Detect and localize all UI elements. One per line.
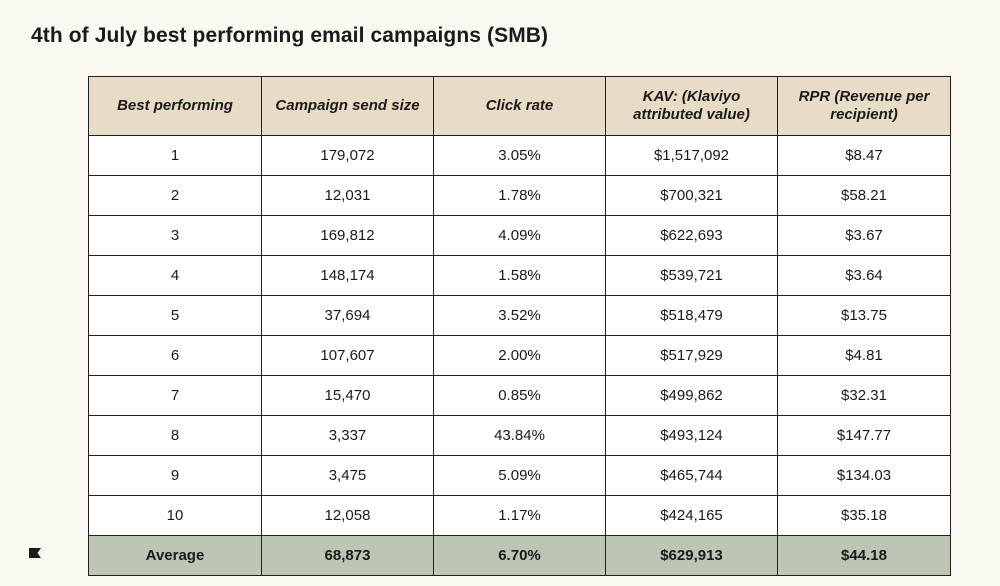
column-header-rpr: RPR (Revenue per recipient)	[777, 76, 951, 136]
cell-kav: $622,693	[605, 215, 778, 256]
cell-rank: 2	[88, 175, 262, 216]
cell-rpr: $3.67	[777, 215, 951, 256]
table-row: 1 179,072 3.05% $1,517,092 $8.47	[88, 135, 951, 176]
table-row: 4 148,174 1.58% $539,721 $3.64	[88, 255, 951, 296]
table-row: 5 37,694 3.52% $518,479 $13.75	[88, 295, 951, 336]
table-row: 3 169,812 4.09% $622,693 $3.67	[88, 215, 951, 256]
cell-rank: 3	[88, 215, 262, 256]
cell-kav: $424,165	[605, 495, 778, 536]
cell-rank: 7	[88, 375, 262, 416]
cell-rpr: $8.47	[777, 135, 951, 176]
cell-rpr: $32.31	[777, 375, 951, 416]
cell-rpr: $35.18	[777, 495, 951, 536]
cell-kav: $517,929	[605, 335, 778, 376]
cell-send-size: 3,337	[261, 415, 434, 456]
cell-rpr: $134.03	[777, 455, 951, 496]
cell-send-size: 12,058	[261, 495, 434, 536]
cell-click-rate: 1.78%	[433, 175, 606, 216]
column-header-campaign-send-size: Campaign send size	[261, 76, 434, 136]
cell-send-size: 12,031	[261, 175, 434, 216]
cell-rank: 5	[88, 295, 262, 336]
cell-click-rate: 1.17%	[433, 495, 606, 536]
cell-send-size: 37,694	[261, 295, 434, 336]
cell-rpr: $147.77	[777, 415, 951, 456]
cell-kav: $539,721	[605, 255, 778, 296]
cell-click-rate: 3.52%	[433, 295, 606, 336]
cell-kav: $1,517,092	[605, 135, 778, 176]
cell-rpr: $13.75	[777, 295, 951, 336]
cell-send-size: 3,475	[261, 455, 434, 496]
cell-rpr: $4.81	[777, 335, 951, 376]
table-row: 10 12,058 1.17% $424,165 $35.18	[88, 495, 951, 536]
table-row: 8 3,337 43.84% $493,124 $147.77	[88, 415, 951, 456]
cell-click-rate: 1.58%	[433, 255, 606, 296]
cell-kav: $499,862	[605, 375, 778, 416]
cell-average-rpr: $44.18	[777, 535, 951, 576]
cell-average-click-rate: 6.70%	[433, 535, 606, 576]
header-row: Best performing Campaign send size Click…	[88, 76, 951, 136]
cell-kav: $518,479	[605, 295, 778, 336]
cell-rank: 8	[88, 415, 262, 456]
cell-click-rate: 43.84%	[433, 415, 606, 456]
table-body: 1 179,072 3.05% $1,517,092 $8.47 2 12,03…	[88, 135, 951, 576]
table-header: Best performing Campaign send size Click…	[88, 76, 951, 136]
column-header-best-performing: Best performing	[88, 76, 262, 136]
cell-average-kav: $629,913	[605, 535, 778, 576]
column-header-kav: KAV: (Klaviyo attributed value)	[605, 76, 778, 136]
table-row: 2 12,031 1.78% $700,321 $58.21	[88, 175, 951, 216]
klaviyo-flag-logo-icon	[29, 548, 41, 558]
cell-kav: $465,744	[605, 455, 778, 496]
cell-click-rate: 3.05%	[433, 135, 606, 176]
cell-send-size: 107,607	[261, 335, 434, 376]
average-row: Average 68,873 6.70% $629,913 $44.18	[88, 535, 951, 576]
cell-kav: $700,321	[605, 175, 778, 216]
table-row: 7 15,470 0.85% $499,862 $32.31	[88, 375, 951, 416]
campaign-table: Best performing Campaign send size Click…	[88, 76, 951, 576]
cell-click-rate: 2.00%	[433, 335, 606, 376]
cell-rank: 4	[88, 255, 262, 296]
cell-click-rate: 0.85%	[433, 375, 606, 416]
cell-rpr: $3.64	[777, 255, 951, 296]
cell-rank: 9	[88, 455, 262, 496]
cell-rank: 10	[88, 495, 262, 536]
cell-send-size: 179,072	[261, 135, 434, 176]
column-header-click-rate: Click rate	[433, 76, 606, 136]
cell-send-size: 169,812	[261, 215, 434, 256]
cell-kav: $493,124	[605, 415, 778, 456]
cell-rank: 6	[88, 335, 262, 376]
cell-rpr: $58.21	[777, 175, 951, 216]
cell-click-rate: 5.09%	[433, 455, 606, 496]
cell-send-size: 15,470	[261, 375, 434, 416]
table-row: 9 3,475 5.09% $465,744 $134.03	[88, 455, 951, 496]
cell-rank: 1	[88, 135, 262, 176]
cell-send-size: 148,174	[261, 255, 434, 296]
table-row: 6 107,607 2.00% $517,929 $4.81	[88, 335, 951, 376]
page-title: 4th of July best performing email campai…	[31, 24, 549, 47]
cell-click-rate: 4.09%	[433, 215, 606, 256]
cell-average-label: Average	[88, 535, 262, 576]
cell-average-send-size: 68,873	[261, 535, 434, 576]
